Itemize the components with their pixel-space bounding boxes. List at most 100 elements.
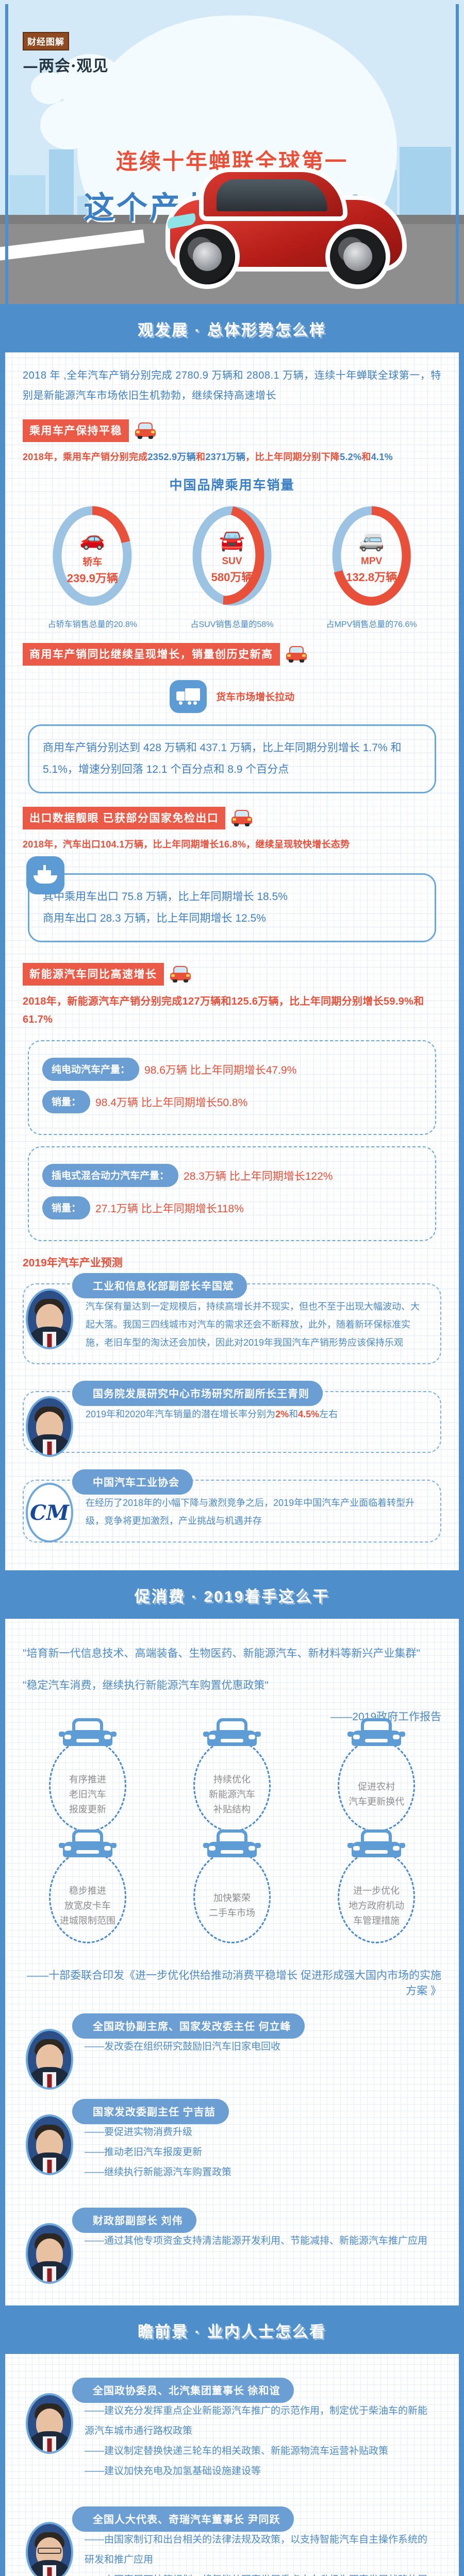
nev-stat: 2018年，新能源汽车产销分别完成127万辆和125.6万辆，比上年同期分别增长… (23, 996, 424, 1025)
section1-title: 观发展 · 总体形势怎么样 (138, 322, 326, 339)
passenger-label: 乘用车产保持平稳 (23, 419, 129, 442)
commercial-label-row: 商用车产销同比继续呈现增长，销量创历史新高 (23, 642, 441, 666)
nev-row-pill: 销量： (42, 1090, 91, 1113)
official-quote-liuwei: 财政部副部长 刘伟 ——通过其他专项资金支持清洁能源开发利用、节能减排、新能源汽… (23, 2208, 441, 2284)
measure-label: 有序推进 老旧汽车 报废更新 (69, 1774, 106, 1815)
donut-share-label: 占SUV销售总量的58% (190, 620, 274, 629)
measure-item: 加快繁荣 二手车市场 (167, 1829, 297, 1944)
donut-value: 132.8万辆 (346, 570, 397, 584)
car-icon (203, 1829, 261, 1863)
section-band-consumption: 促消费 · 2019着手这么干 (0, 1570, 464, 1619)
avatar (26, 2393, 73, 2454)
nev-row: 插电式混合动力汽车产量： 28.3万辆 比上年同期增长122% (42, 1164, 422, 1187)
donut-value: 239.9万辆 (67, 572, 118, 585)
nev-row-value: 98.6万辆 比上年同期增长47.9% (144, 1064, 297, 1076)
expert-quote-xinguobin: 工业和信息化部副部长辛国斌 汽车保有量达到一定规模后，持续高增长并不现实，但也不… (23, 1273, 441, 1365)
quote-pre: 2019年和2020年汽车销量的潜在增长率分别为 (86, 1409, 276, 1420)
nev-row: 纯电动汽车产量： 98.6万辆 比上年同期增长47.9% (42, 1058, 422, 1081)
donut-chart-group: 🚗 轿车 239.9万辆 占轿车销售总量的20.8% 🚘 SUV (23, 502, 441, 630)
policy-quote-2: "稳定汽车消费，继续执行新能源汽车购置优惠政策" (23, 1680, 269, 1692)
section3-content: 全国政协委员、北汽集团董事长 徐和谊 ——建议充分发挥重点企业新能源汽车推广的示… (0, 2354, 464, 2576)
expert-quote-wangqing: 国务院发展研究中心市场研究所副所长王青则 2019年和2020年汽车销量的潜在增… (23, 1381, 441, 1458)
cloud-shape (57, 54, 124, 111)
expert-quote-text: 汽车保有量达到一定规模后，持续高增长并不现实，但也不至于出现大幅波动、大起大落。… (86, 1301, 420, 1348)
chart-title: 中国品牌乘用车销量 (169, 478, 295, 493)
official-name: 全国政协副主席、国家发改委主任 何立峰 (72, 2013, 305, 2039)
avatar (26, 2223, 73, 2284)
commercial-label: 商用车产销同比继续呈现增长，销量创历史新高 (23, 642, 280, 666)
section2-content: "培育新一代信息技术、高端装备、生物医药、新能源汽车、新材料等新兴产业集群" "… (0, 1619, 464, 2306)
brand-tag: 财经图解 (23, 32, 69, 50)
export-label: 出口数据靓眼 已获部分国家免检出口 (23, 806, 226, 829)
car-icon (135, 422, 156, 439)
donut-suv: 🚘 SUV 580万辆 (188, 502, 276, 610)
policy-quote-1: "培育新一代信息技术、高端装备、生物医药、新能源汽车、新材料等新兴产业集群" (23, 1648, 420, 1660)
expert-name: 国务院发展研究中心市场研究所副所长王青则 (72, 1381, 323, 1406)
industry-quote-line: ——由国家层面统筹规划，将氢能从国家发展重点方向升级为国家发展战略的层面，做好顶… (85, 2570, 428, 2576)
expert-name: 中国汽车工业协会 (72, 1469, 193, 1495)
industry-person-name: 全国政协委员、北汽集团董事长 徐和谊 (72, 2378, 294, 2403)
official-name: 财政部副部长 刘伟 (72, 2208, 196, 2233)
passenger-text3: ，比上年同期分别下降 (245, 452, 340, 462)
industry-quote-yintongyue: 全国人大代表、奇瑞汽车董事长 尹同跃 ——由国家制订和出台相关的法律法规及政策，… (23, 2506, 441, 2576)
car-icon (286, 646, 307, 663)
car-icon (58, 1829, 117, 1863)
donut-category: 轿车 (82, 557, 103, 568)
industry-person-name: 全国人大代表、奇瑞汽车董事长 尹同跃 (72, 2506, 294, 2532)
industry-quote-line: ——建议充分发挥重点企业新能源汽车推广的示范作用，制定优于柴油车的新能源汽车城市… (85, 2405, 428, 2436)
official-quote-line: ——通过其他专项资金支持清洁能源开发利用、节能减排、新能源汽车推广应用 (85, 2235, 428, 2247)
passenger-text4: 和 (361, 452, 371, 462)
hero-title-line1: 连续十年蝉联全球第一 (115, 149, 348, 174)
car-icon (231, 809, 253, 826)
measure-item: 持续优化 新能源汽车 补贴结构 (167, 1718, 297, 1833)
avatar (26, 1289, 73, 1349)
section1-content: 2018 年 ,全年汽车产销分别完成 2780.9 万辆和 2808.1 万辆，… (0, 352, 464, 1571)
section-band-develop: 观发展 · 总体形势怎么样 (0, 304, 464, 352)
export-label-row: 出口数据靓眼 已获部分国家免检出口 (23, 806, 441, 829)
quote-highlight-2: 4.5% (298, 1409, 320, 1420)
avatar (26, 1396, 73, 1458)
ship-icon (26, 856, 64, 894)
avatar (26, 2521, 73, 2576)
avatar (26, 2029, 73, 2090)
car-icon (58, 1718, 117, 1752)
truck-pull-label: 货车市场增长拉动 (216, 692, 295, 703)
measure-label: 进一步优化 地方政府机动 车管理措施 (349, 1886, 405, 1926)
industry-quote-xuheyi: 全国政协委员、北汽集团董事长 徐和谊 ——建议充分发挥重点企业新能源汽车推广的示… (23, 2378, 441, 2493)
expert-quote-caam: CM 中国汽车工业协会 在经历了2018年的小幅下降与激烈竞争之后，2019年中… (23, 1469, 441, 1543)
measure-item: 进一步优化 地方政府机动 车管理措施 (311, 1829, 441, 1944)
passenger-value2: 2371万辆 (205, 452, 246, 462)
section-band-outlook: 瞻前景 · 业内人士怎么看 (0, 2306, 464, 2354)
commercial-callout: 商用车产销分别达到 428 万辆和 437.1 万辆，比上年同期分别增长 1.7… (28, 724, 436, 793)
brand-subtitle: —两会·观见 (23, 57, 109, 75)
official-quote-line: ——要促进实物消费升级 (85, 2127, 193, 2138)
industry-quote-line: ——建议加快充电及加氢基础设施建设等 (85, 2465, 261, 2477)
export-callout-line2: 商用车出口 28.3 万辆，比上年同期增长 12.5% (43, 912, 266, 924)
quote-post: 左右 (319, 1409, 338, 1420)
avatar (26, 2114, 73, 2176)
passenger-text2: 和 (196, 452, 206, 462)
nev-phev-callout: 插电式混合动力汽车产量： 28.3万辆 比上年同期增长122% 销量： 27.1… (28, 1146, 436, 1241)
passenger-label-row: 乘用车产保持平稳 (23, 419, 441, 442)
expert-quote-text: 2019年和2020年汽车销量的潜在增长率分别为2%和4.5%左右 (86, 1405, 427, 1423)
car-icon (170, 966, 191, 982)
measure-label: 促进农村 汽车更新换代 (349, 1782, 405, 1807)
car-icon (347, 1829, 406, 1863)
forecast-heading: 2019年汽车产业预测 (23, 1257, 123, 1269)
car-icon (203, 1718, 261, 1752)
passenger-stat: 2018年，乘用车产销分别完成2352.9万辆和2371万辆，比上年同期分别下降… (23, 449, 441, 466)
section1-lead: 2018 年 ,全年汽车产销分别完成 2780.9 万辆和 2808.1 万辆，… (23, 370, 441, 401)
nev-row-value: 27.1万辆 比上年同期增长118% (95, 1202, 244, 1215)
measure-label: 持续优化 新能源汽车 补贴结构 (209, 1774, 255, 1815)
expert-name: 工业和信息化部副部长辛国斌 (72, 1273, 247, 1298)
measures-grid: 有序推进 老旧汽车 报废更新 持续优化 新能源汽车 补贴结构 (23, 1718, 441, 1962)
donut-value: 580万辆 (211, 570, 253, 584)
truck-icon (169, 680, 207, 713)
donut-item: 🚗 轿车 239.9万辆 占轿车销售总量的20.8% (23, 502, 161, 630)
measure-label: 加快繁荣 二手车市场 (209, 1893, 255, 1919)
official-quote-line: ——继续执行新能源汽车购置政策 (85, 2167, 232, 2178)
caam-logo-text: CM (29, 1500, 70, 1525)
passenger-value1: 2352.9万辆 (147, 452, 196, 462)
nev-row-pill: 纯电动汽车产量： (42, 1058, 140, 1081)
